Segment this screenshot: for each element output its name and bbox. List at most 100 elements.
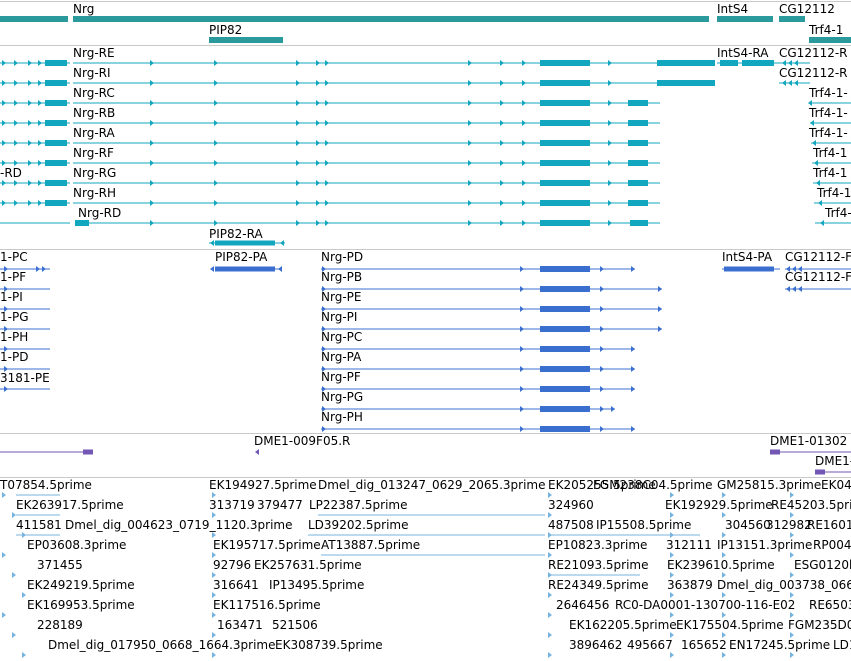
gene-bar-nrg[interactable] xyxy=(73,16,709,22)
transcript-label[interactable]: Trf4-1 xyxy=(825,206,851,220)
est-label[interactable]: 363879 xyxy=(667,578,713,592)
est-label[interactable]: 313719 xyxy=(209,498,255,512)
est-label[interactable]: Dmel_dig_013247_0629_2065.3prime xyxy=(318,478,546,492)
transcript-label[interactable]: Nrg-RH xyxy=(73,186,117,200)
est-label[interactable]: 521506 xyxy=(272,618,318,632)
est-label[interactable]: 165652 xyxy=(681,638,727,652)
est-label[interactable]: EK194927.5prime xyxy=(209,478,317,492)
protein-label[interactable]: Nrg-PA xyxy=(321,350,362,364)
est-label[interactable]: IP13495.5prime xyxy=(269,578,365,592)
transcript-label[interactable]: Nrg-RD xyxy=(78,206,122,220)
transcript-label[interactable]: Nrg-RI xyxy=(73,66,111,80)
est-label[interactable]: RE45203.5prime xyxy=(771,498,851,512)
transcript-label[interactable]: CG12112-R xyxy=(779,46,848,60)
transcript-label[interactable]: Nrg-RG xyxy=(73,166,117,180)
est-label[interactable]: 228189 xyxy=(37,618,83,632)
transcript-label[interactable]: Trf4-1 xyxy=(813,146,848,160)
est-label[interactable]: IP13151.3prime xyxy=(717,538,813,552)
est-label[interactable]: EK249219.5prime xyxy=(27,578,135,592)
transcript-label[interactable]: Trf4-1- xyxy=(809,106,848,120)
est-label[interactable]: 411581 xyxy=(16,518,62,532)
est-label[interactable]: 312982 xyxy=(766,518,812,532)
transcript-label[interactable]: Nrg-RC xyxy=(73,86,115,100)
est-label[interactable]: 92796 xyxy=(213,558,252,572)
gene-label-ints4[interactable]: IntS4 xyxy=(717,2,749,16)
est-label[interactable]: LP22387.5prime xyxy=(309,498,408,512)
est-label[interactable]: EK117516.5prime xyxy=(213,598,321,612)
est-label[interactable]: 2646456 xyxy=(556,598,610,612)
protein-label[interactable]: 1-PI xyxy=(0,290,23,304)
est-label[interactable]: 371455 xyxy=(37,558,83,572)
transcript-label[interactable]: -RD xyxy=(0,166,22,180)
gene-bar-left[interactable] xyxy=(0,16,68,22)
protein-label[interactable]: 1-PH xyxy=(0,330,29,344)
est-label[interactable]: Dmel_dig_004623_0719_1120.3prime xyxy=(65,518,293,532)
protein-label[interactable]: IntS4-PA xyxy=(722,250,773,264)
protein-label[interactable]: Nrg-PH xyxy=(321,410,363,424)
est-label[interactable]: 163471 xyxy=(217,618,263,632)
est-label[interactable]: EP10823.3prime xyxy=(548,538,648,552)
est-label[interactable]: 324960 xyxy=(548,498,594,512)
transcript-label[interactable]: Nrg-RB xyxy=(73,106,116,120)
est-label[interactable]: 312111 xyxy=(666,538,712,552)
protein-label[interactable]: 1-PG xyxy=(0,310,29,324)
gene-bar-cg12112[interactable] xyxy=(779,16,805,22)
est-label[interactable]: RE6503 xyxy=(809,598,851,612)
est-label[interactable]: EP03608.3prime xyxy=(27,538,127,552)
est-label[interactable]: EK04 xyxy=(821,478,851,492)
protein-label[interactable]: PIP82-PA xyxy=(215,250,268,264)
transcript-label[interactable]: Nrg-RF xyxy=(73,146,114,160)
est-label[interactable]: RP004 xyxy=(813,538,851,552)
est-label[interactable]: LD39202.5prime xyxy=(308,518,409,532)
est-label[interactable]: RE21093.5prime xyxy=(548,558,649,572)
protein-label[interactable]: 1-PC xyxy=(0,250,28,264)
protein-label[interactable]: Nrg-PD xyxy=(321,250,364,264)
est-label[interactable]: FGM235D0 xyxy=(788,618,851,632)
est-label[interactable]: EK192929.5prime xyxy=(665,498,773,512)
est-label[interactable]: 379477 xyxy=(257,498,303,512)
est-label[interactable]: IP15508.5prime xyxy=(596,518,692,532)
transcript-label[interactable]: Nrg-RA xyxy=(73,126,115,140)
transcript-label[interactable]: Trf4-1- xyxy=(809,126,848,140)
est-label[interactable]: EN17245.5prime xyxy=(729,638,831,652)
protein-label[interactable]: 1-PF xyxy=(0,270,27,284)
protein-label[interactable]: 1-PD xyxy=(0,350,29,364)
gene-label-cg12112[interactable]: CG12112 xyxy=(779,2,835,16)
gene-label-trf4-1[interactable]: Trf4-1 xyxy=(809,23,844,37)
est-label[interactable]: EK169953.5prime xyxy=(27,598,135,612)
est-label[interactable]: EK175504.5prime xyxy=(676,618,784,632)
est-label[interactable]: 3896462 xyxy=(569,638,623,652)
oligo-label[interactable]: DME1-01302 xyxy=(770,434,848,448)
est-label[interactable]: T07854.5prime xyxy=(0,478,92,492)
est-label[interactable]: RC0-DA0001-130700-116-E02 xyxy=(615,598,796,612)
est-label[interactable]: 304560 xyxy=(725,518,771,532)
est-label[interactable]: EK162205.5prime xyxy=(569,618,677,632)
est-label[interactable]: 316641 xyxy=(213,578,259,592)
est-label[interactable]: EK195717.5prime xyxy=(213,538,321,552)
gene-label-pip82[interactable]: PIP82 xyxy=(209,23,243,37)
oligo-label[interactable]: DME1-009F05.R xyxy=(254,434,351,448)
est-label[interactable]: Dmel_dig_003738_066 xyxy=(717,578,851,592)
protein-label[interactable]: Nrg-PC xyxy=(321,330,363,344)
protein-label[interactable]: Nrg-PF xyxy=(321,370,361,384)
est-label[interactable]: LD1 xyxy=(833,638,851,652)
gene-bar-pip82[interactable] xyxy=(209,37,283,43)
est-label[interactable]: EK263917.5prime xyxy=(16,498,124,512)
oligo-label[interactable]: DME1- xyxy=(815,454,851,468)
est-label[interactable]: EK239610.5prime xyxy=(667,558,775,572)
gene-bar-ints4[interactable] xyxy=(717,16,773,22)
est-label[interactable]: FGM238C04.5prime xyxy=(593,478,713,492)
protein-label[interactable]: Nrg-PE xyxy=(321,290,362,304)
gene-bar-trf4-1[interactable] xyxy=(809,37,851,43)
transcript-label[interactable]: Trf4-1 xyxy=(817,186,851,200)
transcript-label[interactable]: CG12112-R xyxy=(779,66,848,80)
est-label[interactable]: EK205255.5prime xyxy=(548,478,656,492)
transcript-label[interactable]: IntS4-RA xyxy=(717,46,769,60)
transcript-label[interactable]: Nrg-RE xyxy=(73,46,115,60)
est-label[interactable]: EK257631.5prime xyxy=(254,558,362,572)
est-label[interactable]: GM25815.3prime xyxy=(717,478,822,492)
est-label[interactable]: EK308739.5prime xyxy=(275,638,383,652)
protein-label[interactable]: 3181-PE xyxy=(0,371,50,385)
protein-label[interactable]: Nrg-PG xyxy=(321,390,364,404)
